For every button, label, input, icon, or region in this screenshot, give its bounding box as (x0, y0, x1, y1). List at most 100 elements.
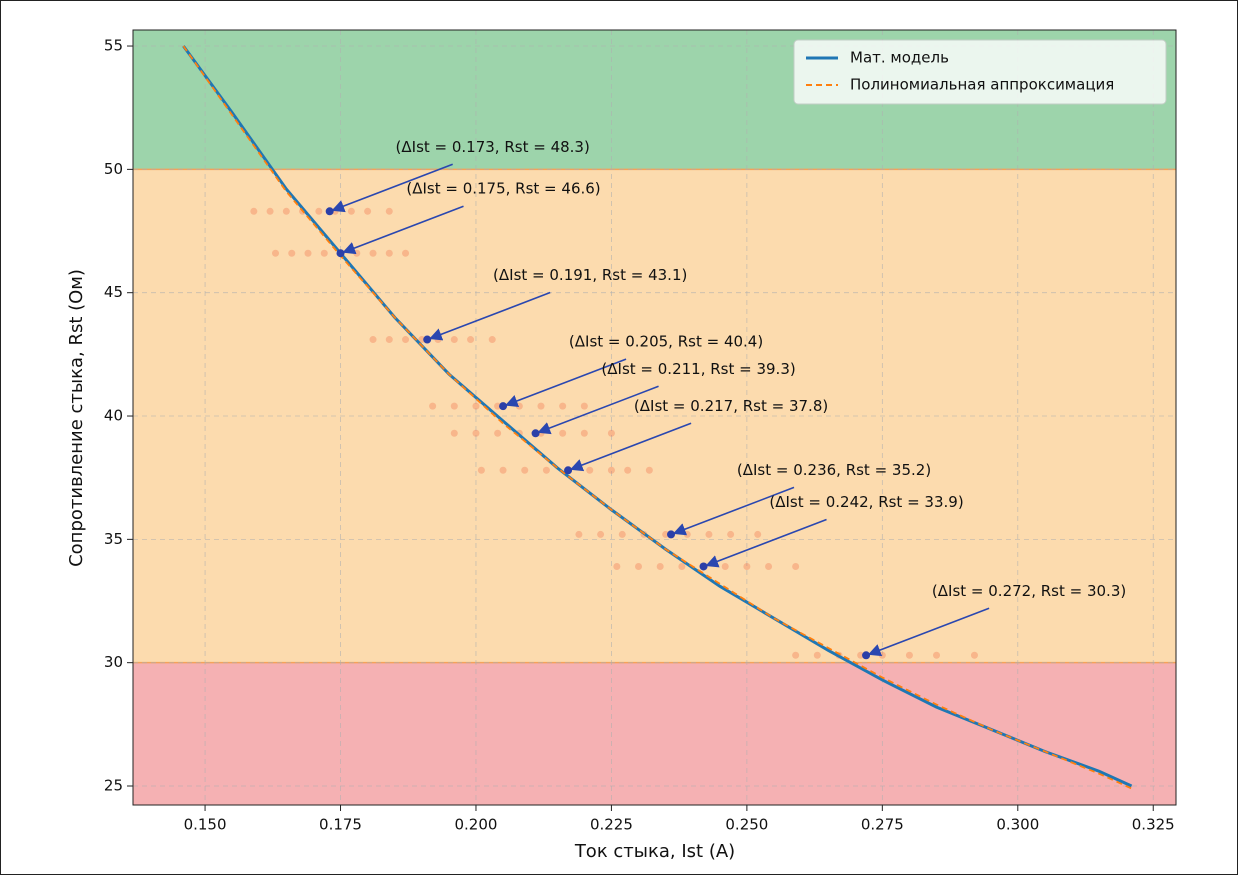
sample-point (402, 249, 410, 257)
plot-area: 0.150 0.175 0.200 0.225 0.250 0.275 0.300 0.325… (104, 29, 1177, 834)
sample-point (792, 562, 800, 570)
annotation-arrow (672, 486, 795, 536)
sample-point (494, 429, 502, 437)
annotation-arrow (705, 518, 827, 568)
sample-point (624, 466, 632, 474)
x-tick-label: 0.150 (184, 816, 227, 834)
sample-point (618, 530, 626, 538)
sample-point (385, 249, 393, 257)
sample-point (429, 402, 437, 410)
sample-point (678, 562, 686, 570)
y-tick-label: 45 (104, 283, 123, 301)
sample-point (727, 530, 735, 538)
sample-point (683, 530, 691, 538)
sample-point (499, 466, 507, 474)
zone-band (133, 662, 1176, 805)
sample-point (488, 336, 496, 344)
annotation-point (564, 466, 573, 475)
y-tick-label: 25 (104, 777, 123, 795)
annotation-arrow (331, 163, 453, 213)
annotation-label: (ΔIst = 0.217, Rst = 37.8) (634, 397, 828, 415)
annotation-label: (ΔIst = 0.205, Rst = 40.4) (569, 333, 763, 351)
sample-point (369, 249, 377, 257)
annotation-point (423, 335, 432, 344)
sample-point (353, 249, 361, 257)
sample-point (537, 402, 545, 410)
annotation-arrow (342, 205, 464, 255)
annotation-point (667, 530, 676, 539)
annotation-arrow (429, 291, 551, 341)
x-tick-label: 0.200 (454, 816, 497, 834)
sample-point (288, 249, 296, 257)
sample-point (580, 402, 588, 410)
sample-point (450, 429, 458, 437)
annotation-label: (ΔIst = 0.173, Rst = 48.3) (396, 138, 590, 156)
x-tick-label: 0.300 (996, 816, 1039, 834)
sample-point (754, 530, 762, 538)
sample-point (878, 651, 886, 659)
sample-point (521, 466, 529, 474)
sample-point (477, 466, 485, 474)
annotation-point (862, 651, 871, 660)
sample-point (933, 651, 941, 659)
sample-point (315, 207, 323, 215)
sample-point (705, 530, 713, 538)
sample-point (662, 530, 670, 538)
sample-point (607, 466, 615, 474)
x-tick-label: 0.250 (725, 816, 768, 834)
y-tick-label: 40 (104, 407, 123, 425)
sample-point (635, 562, 643, 570)
annotation-arrow (569, 422, 692, 472)
sample-point (743, 562, 751, 570)
sample-point (472, 402, 480, 410)
sample-point (347, 207, 355, 215)
legend-label: Полиномиальная аппроксимация (850, 76, 1114, 94)
axes-frame (132, 29, 1177, 806)
annotation-point (699, 562, 708, 571)
annotation-arrow (537, 385, 659, 435)
sample-point (613, 562, 621, 570)
sample-point (597, 530, 605, 538)
sample-point (586, 466, 594, 474)
sample-point (282, 207, 290, 215)
sample-point (450, 402, 458, 410)
annotation-point (325, 207, 334, 216)
sample-point (542, 466, 550, 474)
annotation-arrow (504, 358, 627, 408)
sample-point (813, 651, 821, 659)
annotation-label: (ΔIst = 0.236, Rst = 35.2) (737, 461, 931, 479)
sample-point (385, 207, 393, 215)
sample-point (364, 207, 372, 215)
sample-point (607, 429, 615, 437)
y-tick-label: 50 (104, 160, 123, 178)
sample-point (385, 336, 393, 344)
y-axis-label: Сопротивление стыка, Rst (Ом) (66, 269, 87, 567)
sample-point (580, 429, 588, 437)
sample-point (857, 651, 865, 659)
sample-point (250, 207, 258, 215)
sample-point (559, 429, 567, 437)
y-tick-label: 35 (104, 530, 123, 548)
annotation-point (336, 249, 345, 258)
sample-point (575, 530, 583, 538)
annotation-label: (ΔIst = 0.191, Rst = 43.1) (493, 266, 687, 284)
annotation-point (499, 402, 508, 411)
sample-point (402, 336, 410, 344)
sample-point (320, 249, 328, 257)
annotation-label: (ΔIst = 0.175, Rst = 46.6) (406, 180, 600, 198)
sample-point (467, 336, 475, 344)
sample-point (970, 651, 978, 659)
annotation-arrow (867, 607, 990, 657)
sample-point (418, 336, 426, 344)
annotation-label: (ΔIst = 0.272, Rst = 30.3) (932, 582, 1126, 600)
sample-point (559, 402, 567, 410)
legend-label: Мат. модель (850, 49, 949, 67)
sample-point (450, 336, 458, 344)
sample-point (792, 651, 800, 659)
sample-point (494, 402, 502, 410)
sample-point (765, 562, 773, 570)
x-tick-label: 0.275 (861, 816, 904, 834)
sample-point (645, 466, 653, 474)
x-axis-label: Ток стыка, Ist (А) (574, 841, 735, 862)
